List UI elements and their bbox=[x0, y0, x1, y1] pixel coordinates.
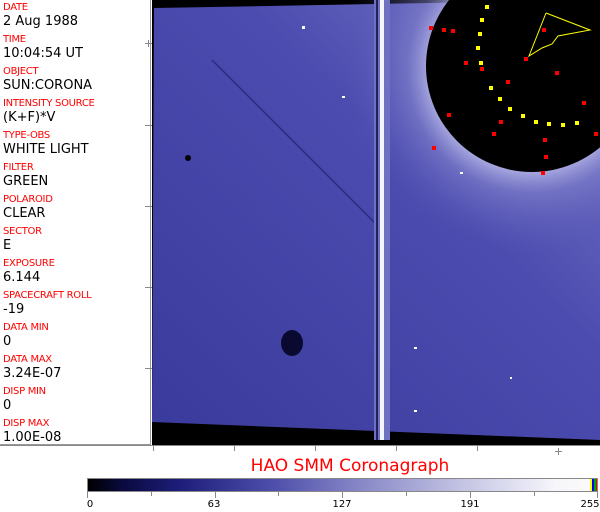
axis-tick bbox=[558, 448, 559, 455]
field-label: INTENSITY SOURCE bbox=[3, 98, 95, 109]
field-label: SECTOR bbox=[3, 226, 42, 237]
field-value: 10:04:54 UT bbox=[3, 46, 83, 61]
coronagraph-image bbox=[152, 0, 600, 445]
field-value: WHITE LIGHT bbox=[3, 142, 89, 157]
field-value: E bbox=[3, 238, 12, 253]
field-label: DATE bbox=[3, 2, 28, 13]
field-label: DISP MAX bbox=[3, 418, 50, 429]
colorbar-tick-label: 191 bbox=[460, 499, 480, 510]
colorbar-tick bbox=[533, 492, 535, 496]
colorbar-tick bbox=[87, 492, 88, 498]
field-label: TYPE-OBS bbox=[3, 130, 50, 141]
plot-title: HAO SMM Coronagraph bbox=[250, 456, 450, 476]
field-label: OBJECT bbox=[3, 66, 39, 77]
field-value: CLEAR bbox=[3, 206, 46, 221]
field-label: TIME bbox=[3, 34, 26, 45]
colorbar-tick bbox=[342, 492, 344, 498]
axis-tick bbox=[396, 445, 397, 451]
field-label: DISP MIN bbox=[3, 386, 46, 397]
field-label: DATA MIN bbox=[3, 322, 49, 333]
colorbar-tick-label: 63 bbox=[207, 499, 221, 510]
overlay-markers bbox=[429, 26, 598, 175]
colorbar-tick-label: 127 bbox=[332, 499, 352, 510]
colorbar-tick-label: 0 bbox=[86, 499, 94, 510]
dark-spot bbox=[281, 330, 303, 356]
field-value: -19 bbox=[3, 302, 25, 317]
colorbar-tick bbox=[278, 492, 280, 496]
axis-tick bbox=[315, 445, 316, 451]
colorbar-tick bbox=[406, 492, 407, 496]
field-value: (K+F)*V bbox=[3, 110, 56, 125]
axis-tick bbox=[153, 445, 154, 451]
image-bottom-axis bbox=[0, 445, 600, 446]
field-label: FILTER bbox=[3, 162, 34, 173]
field-value: 0 bbox=[3, 398, 12, 413]
colorbar bbox=[87, 478, 598, 492]
axis-tick bbox=[148, 40, 149, 47]
axis-tick bbox=[145, 368, 152, 369]
field-value: 0 bbox=[3, 334, 12, 349]
field-label: DATA MAX bbox=[3, 354, 52, 365]
header-info-panel: DATE 2 Aug 1988 TIME 10:04:54 UT OBJECT SUN:C… bbox=[0, 0, 151, 445]
axis-tick bbox=[145, 287, 152, 288]
occulting-disk bbox=[426, 0, 600, 172]
colorbar-tick bbox=[150, 492, 152, 496]
field-value: SUN:CORONA bbox=[3, 78, 93, 93]
colorbar-tick bbox=[469, 492, 471, 498]
field-label: EXPOSURE bbox=[3, 258, 55, 269]
field-value: 3.24E-07 bbox=[3, 366, 62, 381]
field-value: 6.144 bbox=[3, 270, 41, 285]
axis-tick bbox=[477, 445, 478, 451]
colorbar-tick bbox=[214, 492, 216, 498]
colorbar-tick-label: 255 bbox=[580, 499, 600, 510]
field-label: SPACECRAFT ROLL bbox=[3, 290, 92, 301]
field-value: 1.00E-08 bbox=[3, 430, 62, 445]
axis-tick bbox=[234, 445, 235, 451]
field-label: POLAROID bbox=[3, 194, 53, 205]
field-value: 2 Aug 1988 bbox=[3, 14, 79, 29]
colorbar-tick bbox=[597, 492, 599, 498]
axis-tick bbox=[145, 206, 152, 207]
field-value: GREEN bbox=[3, 174, 49, 189]
axis-tick bbox=[145, 125, 152, 126]
